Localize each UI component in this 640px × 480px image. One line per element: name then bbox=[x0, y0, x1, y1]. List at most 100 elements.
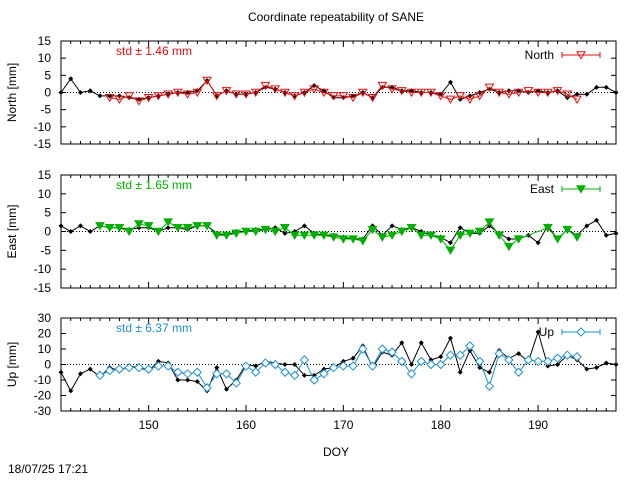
up-series-point bbox=[299, 355, 310, 365]
up-y-tick-label: -20 bbox=[34, 389, 52, 403]
north-series-point bbox=[426, 88, 436, 98]
x-axis-label: DOY bbox=[323, 445, 349, 459]
north-series-point bbox=[416, 88, 427, 98]
north-y-tick-label: 0 bbox=[44, 86, 51, 100]
east-series-point bbox=[163, 218, 173, 227]
up-series-point bbox=[309, 375, 319, 385]
north-series-point bbox=[260, 81, 271, 91]
up-series-point bbox=[358, 344, 368, 354]
up-series-point bbox=[562, 350, 573, 360]
x-tick-label: 180 bbox=[431, 418, 451, 432]
east-series-point bbox=[377, 233, 388, 242]
up-black-point bbox=[77, 371, 83, 377]
north-series-point bbox=[562, 90, 573, 99]
north-y-tick-label: 10 bbox=[38, 51, 52, 65]
x-tick-label: 150 bbox=[139, 418, 159, 432]
north-black-point bbox=[613, 90, 619, 95]
east-series-point bbox=[172, 224, 183, 233]
east-std-label: std ± 1.65 mm bbox=[116, 178, 192, 192]
north-series-point bbox=[163, 90, 173, 99]
north-y-tick-label: -5 bbox=[40, 103, 51, 117]
up-series-point bbox=[202, 383, 212, 393]
up-series-point bbox=[348, 361, 358, 371]
north-y-tick-label: -15 bbox=[34, 137, 52, 151]
up-black-point bbox=[292, 362, 298, 367]
up-series-point bbox=[192, 367, 203, 377]
east-series-point bbox=[192, 222, 203, 231]
up-series-point bbox=[163, 361, 173, 371]
north-black-point bbox=[447, 79, 453, 85]
north-series-point bbox=[357, 88, 368, 98]
up-black-point bbox=[516, 351, 522, 357]
up-series-point bbox=[406, 369, 417, 379]
up-legend-marker bbox=[576, 327, 586, 337]
north-black-point bbox=[68, 76, 74, 82]
east-series-point bbox=[455, 231, 466, 240]
up-series-point bbox=[319, 369, 329, 379]
east-series-point bbox=[319, 231, 329, 240]
north-series-point bbox=[202, 76, 212, 86]
east-series-point bbox=[387, 231, 397, 240]
north-series-point bbox=[387, 85, 397, 94]
east-y-tick-label: 5 bbox=[44, 206, 51, 220]
up-black-point bbox=[214, 365, 220, 371]
north-series-point bbox=[114, 95, 125, 104]
east-series-point bbox=[221, 231, 232, 240]
up-black-point bbox=[535, 329, 541, 335]
up-series-point bbox=[153, 361, 164, 371]
up-black-point bbox=[613, 362, 619, 367]
east-series-point bbox=[270, 227, 281, 237]
east-black-point bbox=[584, 223, 590, 229]
north-series-point bbox=[484, 83, 495, 92]
east-black-point bbox=[282, 230, 288, 236]
up-black-point bbox=[253, 363, 259, 369]
up-series-point bbox=[251, 367, 261, 377]
up-black-point bbox=[418, 340, 424, 346]
east-series-point bbox=[309, 231, 320, 240]
east-series-point bbox=[299, 231, 310, 240]
north-y-tick-label: -10 bbox=[34, 120, 52, 134]
east-y-tick-label: -5 bbox=[40, 243, 51, 257]
east-black-point bbox=[389, 223, 395, 229]
north-series-point bbox=[367, 93, 378, 103]
east-series-point bbox=[231, 229, 242, 238]
east-series-point bbox=[416, 231, 427, 240]
east-y-tick-label: -10 bbox=[34, 262, 52, 276]
east-series-point bbox=[484, 218, 495, 227]
up-series-point bbox=[182, 369, 193, 379]
up-series-point bbox=[504, 355, 514, 365]
east-black-point bbox=[594, 217, 600, 223]
east-black-point bbox=[457, 225, 463, 231]
north-series-point bbox=[299, 88, 310, 98]
north-series-point bbox=[134, 97, 144, 106]
north-series-point bbox=[435, 92, 446, 101]
north-black-point bbox=[58, 90, 64, 95]
up-std-label: std ± 6.37 mm bbox=[116, 321, 192, 335]
east-series-point bbox=[260, 225, 271, 235]
up-black-point bbox=[87, 366, 93, 372]
north-y-tick-label: 5 bbox=[44, 68, 51, 82]
north-series-point bbox=[143, 93, 154, 103]
up-series-point bbox=[465, 341, 475, 351]
north-series-line bbox=[109, 79, 578, 102]
up-black-series-line bbox=[60, 330, 617, 392]
up-series-point bbox=[445, 350, 456, 360]
east-series-point bbox=[280, 224, 290, 233]
up-series-point bbox=[212, 369, 222, 379]
up-series-point bbox=[543, 356, 553, 367]
up-black-point bbox=[194, 379, 200, 385]
east-series-point bbox=[426, 231, 436, 240]
north-legend-marker bbox=[576, 51, 586, 60]
up-series-point bbox=[436, 359, 446, 370]
north-series-point bbox=[231, 90, 242, 99]
north-series-point bbox=[172, 88, 183, 98]
up-black-point bbox=[594, 365, 600, 371]
east-black-point bbox=[165, 225, 171, 231]
up-black-point bbox=[584, 366, 590, 372]
up-black-point bbox=[486, 369, 492, 375]
up-series-point bbox=[134, 362, 144, 373]
east-series-point bbox=[95, 222, 105, 231]
north-series-point bbox=[221, 87, 232, 96]
up-y-tick-label: -10 bbox=[34, 373, 52, 387]
